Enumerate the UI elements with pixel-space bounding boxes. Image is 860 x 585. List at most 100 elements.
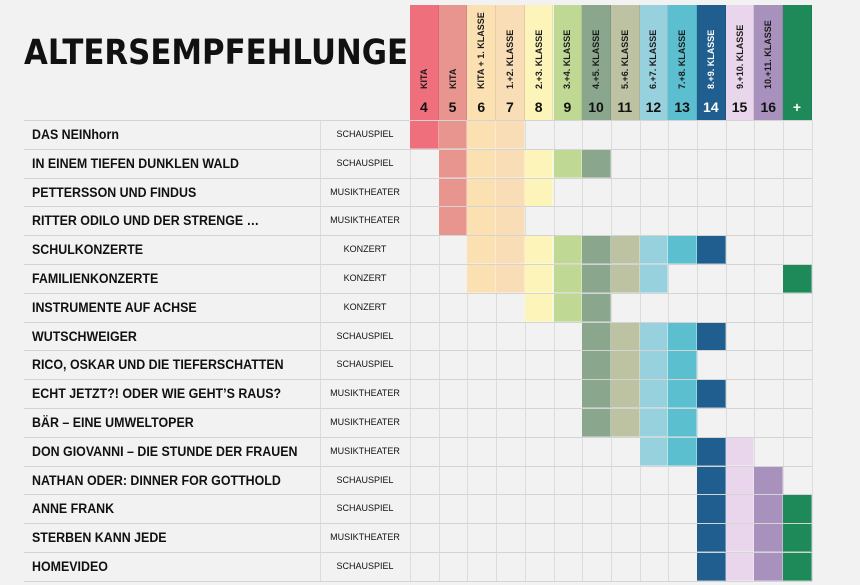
column-label-text: 3.+4. KLASSE (562, 29, 573, 89)
age-cell (524, 178, 554, 207)
column-header-4: 1.+2. KLASSE 7 (496, 5, 525, 120)
show-title[interactable]: DON GIOVANNI – DIE STUNDE DER FRAUEN (32, 443, 298, 459)
column-label: 7.+8. KLASSE (675, 9, 689, 89)
show-title[interactable]: FAMILIENKONZERTE (32, 271, 159, 286)
age-cell (697, 236, 726, 265)
age-cell (783, 495, 812, 524)
grid-line-horizontal (24, 350, 812, 352)
age-cell (639, 236, 669, 265)
age-cell (582, 409, 611, 438)
column-header-1: KITA 4 (410, 5, 439, 120)
age-cell (582, 293, 611, 323)
age-cell (610, 322, 640, 351)
column-label-text: KITA (418, 68, 429, 89)
age-cell (524, 149, 554, 179)
column-label: KITA (417, 9, 431, 89)
column-label-text: 8.+9. KLASSE (705, 29, 716, 89)
grid-line-horizontal (24, 235, 812, 237)
column-number: 13 (674, 99, 690, 115)
show-title[interactable]: INSTRUMENTE AUF ACHSE (32, 299, 197, 315)
grid-line-horizontal (24, 494, 812, 496)
column-label: KITA (446, 9, 460, 89)
age-cell (467, 178, 497, 207)
age-cell (467, 149, 497, 179)
show-title[interactable]: WUTSCHWEIGER (32, 328, 137, 344)
age-cell (725, 495, 755, 524)
age-cell (496, 178, 525, 207)
column-label: 10.+11. KLASSE (761, 9, 775, 89)
column-number: 16 (760, 99, 777, 115)
age-cell (668, 437, 697, 467)
column-number: 9 (563, 99, 572, 115)
show-genre: MUSIKTHEATER (330, 388, 400, 399)
grid-line-horizontal (24, 552, 812, 553)
column-number: 7 (506, 99, 514, 115)
age-cell (725, 437, 755, 467)
column-number: 8 (534, 99, 543, 115)
column-label-text: 4.+5. KLASSE (591, 29, 602, 89)
show-title[interactable]: STERBEN KANN JEDE (32, 530, 167, 546)
age-cell (668, 351, 697, 380)
grid-line-horizontal (24, 148, 812, 150)
age-cell (582, 149, 611, 179)
show-title[interactable]: ANNE FRANK (32, 501, 115, 517)
age-cell (467, 265, 497, 294)
column-header-9: 6.+7. KLASSE 12 (639, 5, 669, 120)
age-cell (639, 265, 669, 294)
age-cell (496, 207, 525, 236)
grid-line-horizontal (24, 264, 812, 265)
age-cell (610, 351, 640, 380)
column-number: + (792, 99, 802, 115)
show-title[interactable]: DAS NEINhorn (32, 127, 119, 142)
column-label: KITA + 1. KLASSE (474, 9, 488, 89)
show-genre: SCHAUSPIEL (336, 503, 394, 514)
age-cell (725, 553, 755, 582)
show-title[interactable]: PETTERSSON UND FINDUS (32, 184, 197, 200)
show-title[interactable]: HOMEVIDEO (32, 559, 108, 574)
show-genre: SCHAUSPIEL (336, 330, 394, 341)
grid-line-vertical (811, 120, 813, 581)
age-cell (697, 466, 726, 495)
show-genre: KONZERT (343, 244, 387, 255)
age-cell (697, 524, 726, 553)
age-cell (553, 149, 583, 179)
age-cell (725, 524, 755, 553)
age-cell (697, 322, 726, 351)
show-title[interactable]: SCHULKONZERTE (32, 242, 144, 258)
grid-line-horizontal (24, 321, 812, 323)
grid-line-horizontal (24, 379, 812, 381)
column-label: 5.+6. KLASSE (618, 9, 632, 89)
age-cell (438, 178, 468, 207)
age-cell (582, 322, 611, 351)
show-genre: SCHAUSPIEL (336, 129, 394, 139)
column-label: 9.+10. KLASSE (733, 9, 747, 89)
grid-line-horizontal (24, 465, 812, 467)
show-genre: KONZERT (343, 301, 387, 312)
show-title[interactable]: ECHT JETZT?! ODER WIE GEHT’S RAUS? (32, 386, 282, 402)
column-number: 15 (731, 99, 748, 115)
show-title[interactable]: RICO, OSKAR UND DIE TIEFERSCHATTEN (32, 357, 284, 373)
column-label: 4.+5. KLASSE (589, 9, 603, 89)
column-label-text: 7.+8. KLASSE (677, 29, 688, 89)
age-cell (438, 149, 468, 179)
age-cell (754, 466, 784, 495)
column-label: 6.+7. KLASSE (646, 9, 660, 89)
age-cell (467, 236, 497, 265)
age-cell (410, 121, 439, 150)
grid-line-horizontal (24, 120, 812, 121)
show-title[interactable]: BÄR – EINE UMWELTOPER (32, 415, 194, 430)
age-cell (697, 380, 726, 409)
column-header-10: 7.+8. KLASSE 13 (668, 5, 697, 120)
show-genre: KONZERT (343, 273, 387, 283)
show-title[interactable]: RITTER ODILO UND DER STRENGE … (32, 213, 260, 229)
age-cell (467, 207, 497, 236)
age-cell (582, 265, 611, 294)
column-label-text: KITA (447, 68, 458, 89)
show-title[interactable]: NATHAN ODER: DINNER FOR GOTTHOLD (32, 472, 281, 488)
show-title[interactable]: IN EINEM TIEFEN DUNKLEN WALD (32, 155, 239, 171)
age-cell (582, 380, 611, 409)
column-label-text: 2.+3. KLASSE (533, 29, 544, 89)
column-label-text: 9.+10. KLASSE (734, 24, 745, 89)
column-label: 2.+3. KLASSE (532, 9, 546, 89)
column-number: 6 (477, 99, 486, 115)
